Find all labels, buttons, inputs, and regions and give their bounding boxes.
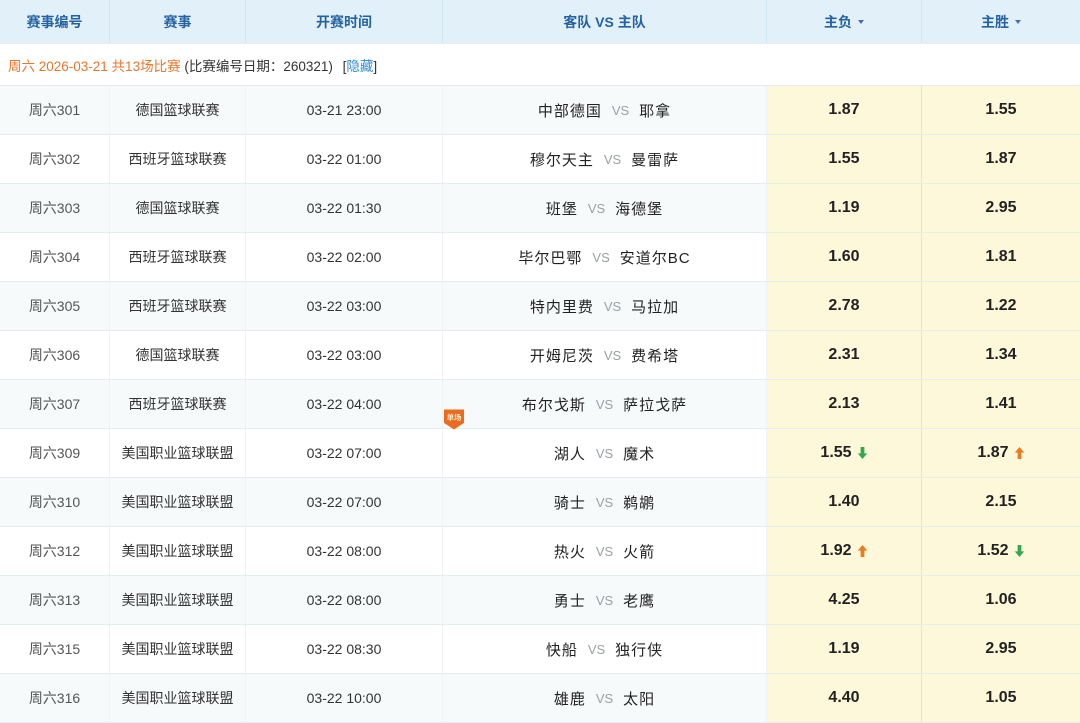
svg-text:单场: 单场 [447,413,462,422]
